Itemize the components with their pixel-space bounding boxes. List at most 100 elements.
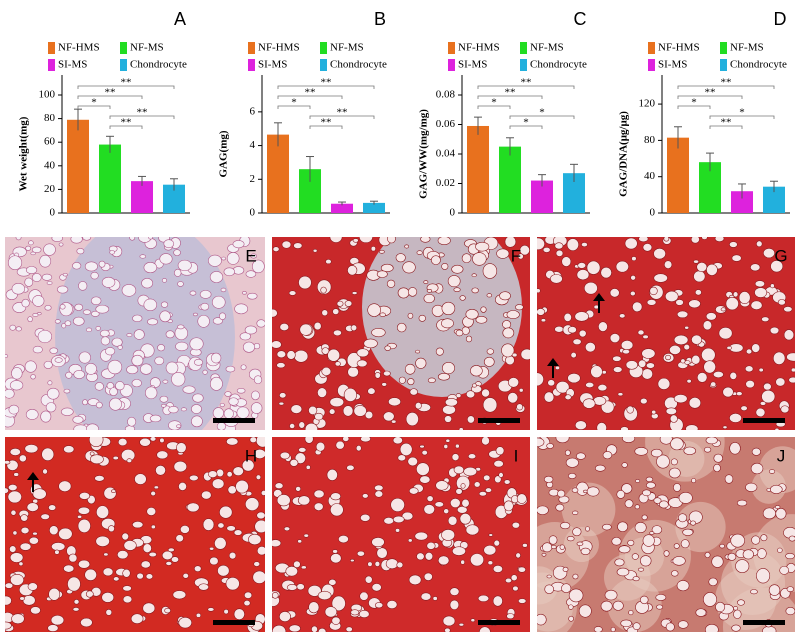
lacuna	[15, 237, 22, 241]
lacuna	[335, 440, 345, 450]
lacuna	[290, 404, 303, 414]
lacuna	[445, 438, 451, 443]
lacuna	[455, 393, 462, 398]
lacuna	[755, 407, 766, 418]
lacuna	[107, 359, 123, 375]
lacuna	[432, 596, 438, 601]
lacuna	[342, 437, 350, 442]
lacuna	[85, 423, 99, 430]
lacuna	[285, 566, 298, 577]
lacuna	[419, 475, 431, 484]
lacuna	[40, 410, 52, 423]
lacuna	[376, 270, 388, 278]
lacuna	[505, 577, 512, 584]
lacuna	[688, 299, 701, 309]
lacuna	[449, 587, 460, 596]
lacuna	[116, 550, 129, 560]
bar	[131, 181, 153, 213]
lacuna	[537, 613, 547, 626]
lacuna	[627, 539, 635, 546]
lacuna	[293, 349, 309, 363]
lacuna	[351, 291, 358, 295]
lacuna	[391, 419, 397, 424]
lacuna	[312, 248, 318, 253]
lacuna	[441, 529, 456, 541]
legend-label: NF-HMS	[458, 42, 500, 54]
lacuna	[102, 567, 114, 577]
lacuna	[624, 499, 634, 508]
lacuna	[783, 329, 795, 341]
lacuna	[426, 289, 433, 293]
lacuna	[122, 568, 131, 578]
lacuna	[555, 503, 565, 512]
lacuna	[245, 497, 260, 511]
lacuna	[656, 454, 670, 469]
lacuna	[281, 240, 292, 249]
significance-bracket	[309, 115, 375, 119]
lacuna	[5, 388, 15, 399]
lacuna	[437, 373, 451, 381]
legend-label: SI-MS	[58, 59, 87, 71]
lacuna	[142, 543, 152, 553]
legend-swatch	[248, 42, 255, 54]
lacuna	[139, 437, 151, 447]
lacuna	[758, 367, 764, 373]
lacuna	[669, 344, 681, 355]
lacuna	[54, 549, 60, 555]
lacuna	[768, 469, 776, 474]
lacuna	[704, 446, 712, 453]
lacuna	[694, 289, 702, 296]
lacuna	[577, 262, 587, 269]
y-tick-label: 80	[44, 112, 56, 124]
lacuna	[95, 535, 110, 547]
lacuna	[272, 592, 279, 599]
lacuna	[320, 286, 327, 294]
lacuna	[785, 552, 795, 560]
lacuna	[177, 259, 192, 272]
lacuna	[367, 303, 381, 317]
panel-label: G	[774, 246, 787, 265]
lacuna	[170, 556, 179, 563]
y-axis-label: GAG(mg)	[218, 130, 230, 177]
lacuna	[154, 356, 165, 366]
significance-bracket	[277, 85, 375, 89]
lacuna	[637, 567, 645, 572]
lacuna	[617, 392, 624, 397]
lacuna	[279, 322, 290, 331]
lacuna	[729, 413, 742, 423]
lacuna	[706, 263, 718, 276]
lacuna	[719, 543, 725, 549]
lacuna	[713, 453, 723, 463]
lacuna	[72, 415, 84, 424]
lacuna	[358, 237, 373, 244]
histology-image	[537, 437, 795, 632]
lacuna	[543, 475, 554, 483]
lacuna	[720, 307, 726, 312]
lacuna	[347, 366, 359, 378]
lacuna	[426, 495, 434, 502]
lacuna	[407, 312, 414, 319]
lacuna	[511, 521, 520, 529]
bar	[731, 191, 753, 213]
lacuna	[371, 537, 385, 548]
lacuna	[625, 360, 638, 370]
significance-bracket	[477, 105, 511, 109]
lacuna	[255, 474, 262, 481]
lacuna	[421, 450, 428, 456]
lacuna	[402, 261, 416, 274]
lacuna	[511, 352, 518, 358]
lacuna	[297, 495, 311, 506]
lacuna	[159, 437, 165, 444]
lacuna	[519, 244, 530, 256]
lacuna	[630, 275, 636, 281]
histology-image	[5, 437, 265, 632]
lacuna	[619, 313, 626, 319]
lacuna	[13, 472, 20, 477]
bar	[67, 119, 89, 213]
lacuna	[622, 349, 630, 355]
lacuna	[785, 606, 795, 616]
lacuna	[598, 321, 608, 332]
lacuna	[374, 484, 384, 492]
lacuna	[576, 481, 589, 496]
lacuna	[649, 531, 655, 535]
